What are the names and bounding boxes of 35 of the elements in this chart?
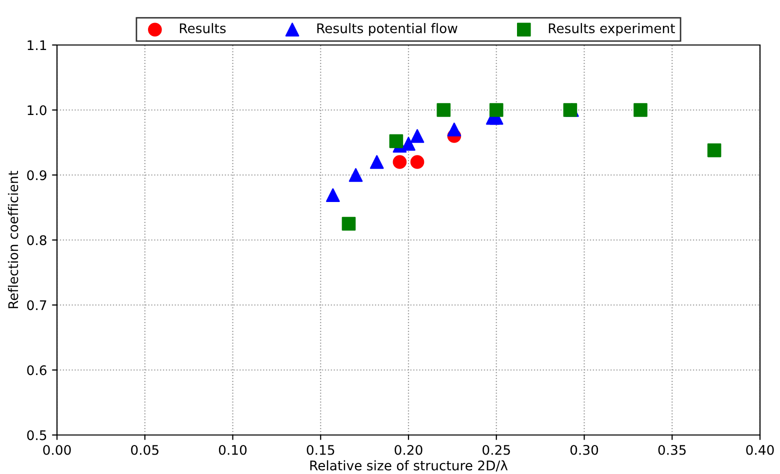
y-tick-label: 0.9: [27, 170, 46, 180]
y-tick-label: 0.8: [27, 235, 46, 246]
point: [707, 143, 722, 158]
x-axis-title: Relative size of structure 2D/λ: [310, 460, 508, 472]
point: [392, 155, 407, 169]
point: [410, 155, 424, 169]
point: [402, 136, 416, 151]
y-tick-label: 0.7: [27, 300, 46, 310]
point: [436, 103, 451, 117]
y-tick-label: 1.0: [28, 105, 46, 116]
point: [410, 129, 424, 143]
x-tick-label: 0.40: [746, 444, 774, 455]
y-tick-label: 0.6: [27, 365, 46, 376]
point: [348, 168, 363, 182]
point: [326, 188, 340, 202]
point: [489, 103, 504, 117]
x-tick-label: 0.20: [394, 444, 422, 455]
legend-label: Results experiment: [548, 23, 675, 36]
x-tick-label: 0.30: [570, 444, 598, 455]
x-tick-label: 0.25: [482, 444, 510, 455]
y-tick-label: 1.1: [28, 40, 46, 50]
legend-label: Results potential flow: [317, 23, 458, 36]
x-tick-label: 0.15: [306, 444, 334, 455]
x-tick-label: 0.05: [131, 444, 158, 455]
legend-label: Results: [180, 23, 226, 34]
x-tick-label: 0.35: [658, 444, 686, 455]
point: [342, 216, 356, 231]
y-axis-title: Reflection coefficient: [8, 170, 18, 308]
point: [389, 134, 404, 148]
x-tick-label: 0.00: [43, 444, 71, 455]
y-tick-label: 0.5: [27, 430, 46, 440]
point: [370, 155, 384, 169]
point: [447, 122, 462, 136]
point: [634, 103, 648, 117]
x-tick-label: 0.10: [218, 444, 247, 455]
